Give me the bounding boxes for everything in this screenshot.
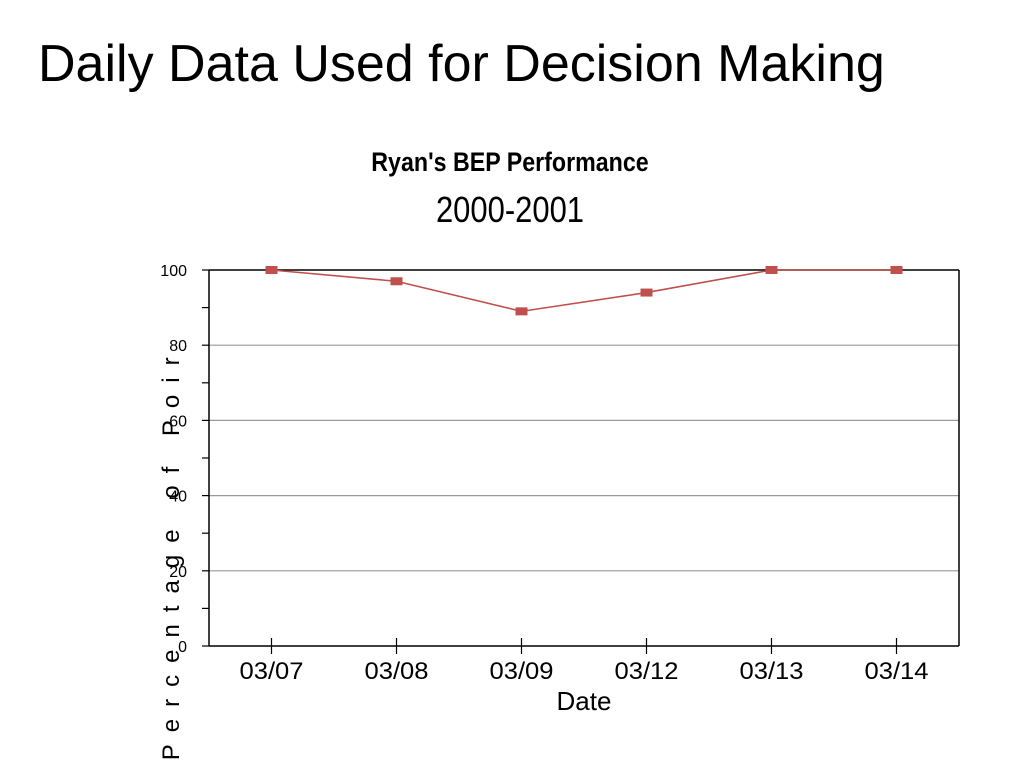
x-tick-label: 03/07 — [240, 658, 304, 685]
data-point — [890, 266, 903, 274]
y-tick-label: 100 — [160, 263, 187, 280]
x-tick-label: 03/09 — [490, 658, 554, 685]
chart-title: Ryan's BEP Performance — [371, 147, 649, 177]
y-tick-label: 20 — [169, 564, 187, 581]
data-point — [640, 288, 653, 297]
y-tick-label: 40 — [169, 489, 187, 506]
x-tick-label: 03/12 — [615, 658, 679, 685]
y-tick-label: 0 — [178, 639, 187, 656]
data-point — [515, 307, 528, 316]
chart-subtitle: 2000-2001 — [435, 189, 585, 230]
x-tick-label: 03/08 — [365, 658, 429, 685]
y-axis-label: Percentage of Poir — [158, 345, 185, 761]
data-point — [265, 266, 278, 274]
y-tick-label: 80 — [169, 338, 187, 355]
slide-title: Daily Data Used for Decision Making — [38, 35, 885, 93]
data-point — [390, 277, 403, 286]
data-point — [765, 266, 778, 274]
y-tick-label: 60 — [169, 413, 187, 430]
x-tick-label: 03/13 — [740, 658, 804, 685]
x-axis-label: Date — [556, 686, 612, 716]
series-line — [271, 269, 897, 313]
x-tick-label: 03/14 — [865, 658, 929, 685]
